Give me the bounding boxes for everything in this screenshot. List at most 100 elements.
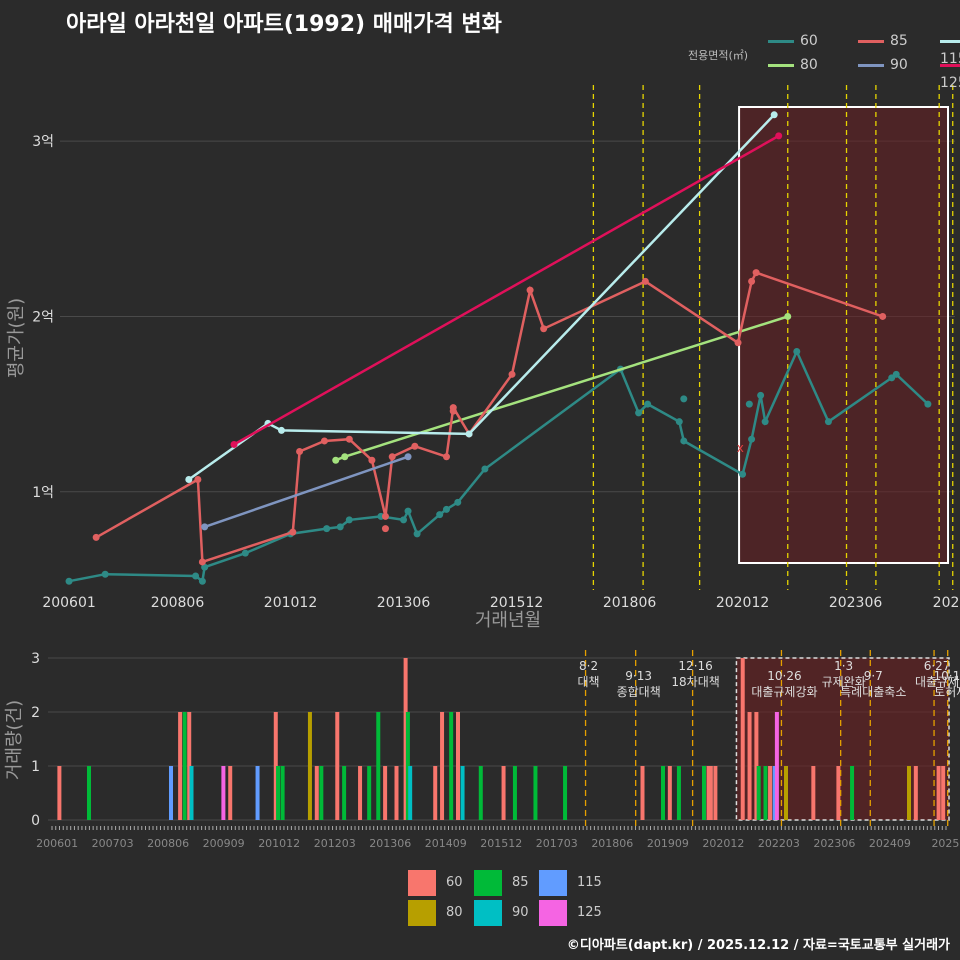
data-point-60: [761, 418, 769, 426]
legend-swatch: [858, 63, 884, 67]
volume-bar-85: [563, 766, 568, 820]
data-point-60: [793, 348, 801, 356]
data-point-60: [680, 437, 688, 445]
volume-bar-125: [221, 766, 226, 820]
bar-x-tick-label: 200909: [203, 837, 245, 850]
policy-label: 종합대책: [617, 684, 661, 699]
policy-label: 대출규제강화: [751, 685, 817, 699]
x-tick-label: 200601: [42, 595, 95, 611]
bar-legend-swatch: [474, 900, 502, 926]
volume-bar-60: [667, 766, 672, 820]
data-point-85: [508, 370, 516, 378]
policy-date: 10·15: [934, 669, 960, 683]
data-point-85: [526, 286, 534, 294]
y-axis-title: 평균가(원): [6, 298, 27, 378]
data-point-85: [748, 277, 756, 285]
data-point-60: [413, 530, 421, 538]
policy-date: 6·27: [924, 659, 951, 673]
legend-label: 90: [890, 57, 908, 73]
data-point-60: [442, 505, 450, 513]
data-point-85: [641, 277, 649, 285]
data-point-60: [635, 409, 643, 417]
data-point-60: [65, 577, 73, 585]
data-point-85: [381, 512, 389, 520]
volume-bar-85: [449, 712, 454, 820]
x-tick-label: 202012: [716, 595, 769, 611]
policy-label: 18차대책: [671, 674, 719, 689]
bar-x-tick-label: 201203: [314, 837, 356, 850]
data-point-90: [201, 523, 209, 531]
bar-x-tick-label: 202306: [813, 837, 855, 850]
legend-item-80: 80: [768, 56, 818, 74]
legend-swatch: [940, 39, 960, 43]
volume-bar-90: [189, 766, 194, 820]
bar-legend-swatch: [474, 870, 502, 896]
volume-bar-60: [754, 712, 759, 820]
bar-y-tick-label: 1: [31, 759, 40, 775]
data-point-60: [748, 435, 756, 443]
series-line-90: [204, 455, 409, 529]
legend-swatch: [768, 63, 794, 67]
volume-bar-60: [747, 712, 752, 820]
volume-bar-85: [478, 766, 483, 820]
data-point-85: [381, 525, 389, 533]
data-point-60: [400, 516, 408, 524]
volume-bar-60: [394, 766, 399, 820]
data-point-85: [449, 407, 457, 415]
data-point-85: [879, 312, 887, 320]
series-line-115: [188, 113, 776, 481]
volume-bar-85: [280, 766, 285, 820]
highlight-box: [738, 106, 949, 564]
volume-bar-90: [408, 766, 413, 820]
data-point-60: [201, 563, 209, 571]
legend-item-90: 90: [858, 56, 908, 74]
policy-label: 특례대출축소: [840, 685, 906, 699]
policy-label: 대책: [578, 674, 600, 689]
data-point-60: [336, 523, 344, 531]
data-point-125: [230, 440, 238, 448]
bar-x-tick-label: 201909: [647, 837, 689, 850]
credit-line: ©디아파트(dapt.kr) / 2025.12.12 / 자료=국토교통부 실…: [566, 938, 950, 953]
data-point-60: [101, 570, 109, 578]
volume-bar-85: [756, 766, 761, 820]
data-point-85: [442, 453, 450, 461]
x-tick-label: 2025: [933, 595, 960, 611]
volume-bar-60: [433, 766, 438, 820]
data-point-85: [411, 442, 419, 450]
volume-bar-60: [314, 766, 319, 820]
legend-label: 60: [800, 33, 818, 49]
data-point-60: [824, 418, 832, 426]
volume-bar-60: [836, 766, 841, 820]
volume-bar-85: [763, 766, 768, 820]
volume-bar-85: [533, 766, 538, 820]
legend-swatch: [940, 63, 960, 67]
data-point-60: [192, 572, 200, 580]
data-point-60: [644, 400, 652, 408]
policy-date: 10·26: [767, 669, 801, 683]
volume-bar-60: [440, 712, 445, 820]
data-point-90: [404, 453, 412, 461]
legend-label: 115: [940, 51, 960, 67]
bar-y-tick-label: 2: [31, 705, 40, 721]
data-point-60: [745, 400, 753, 408]
data-point-60: [892, 370, 900, 378]
x-tick-label: 201512: [490, 595, 543, 611]
volume-bar-60: [178, 712, 183, 820]
policy-date: 1·3: [834, 659, 853, 673]
bar-legend-item-115: 115: [539, 870, 602, 896]
policy-date: 9·7: [864, 669, 883, 683]
data-point-60: [680, 395, 688, 403]
policy-date: 8·2: [579, 659, 598, 673]
data-point-60: [345, 516, 353, 524]
data-point-115: [277, 426, 285, 434]
chart-title: 아라일 아라천일 아파트(1992) 매매가격 변화: [66, 12, 502, 37]
bar-x-tick-label: 200806: [147, 837, 189, 850]
bar-y-tick-label: 0: [31, 813, 40, 829]
volume-bar-60: [456, 712, 460, 820]
bar-x-tick-label: 2025: [931, 837, 959, 850]
data-point-85: [320, 437, 328, 445]
x-tick-label: 201306: [377, 595, 431, 611]
x-axis-title: 거래년월: [475, 610, 541, 631]
data-point-85: [388, 453, 396, 461]
y-tick-label: 2억: [32, 309, 54, 325]
